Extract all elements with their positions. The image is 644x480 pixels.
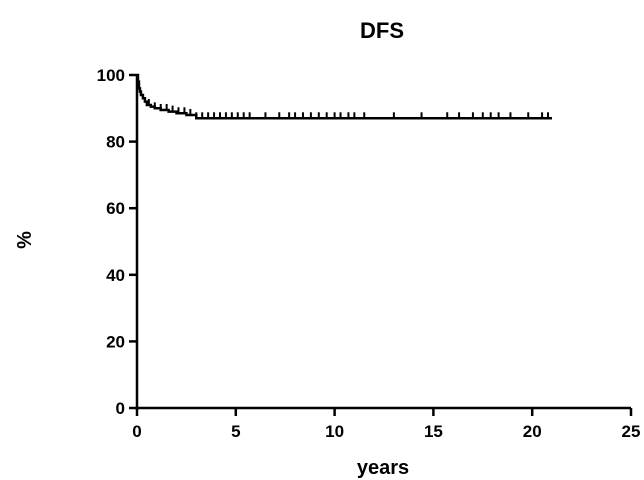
- y-tick-label: 80: [106, 133, 125, 152]
- y-axis-label: %: [14, 231, 36, 249]
- x-tick-label: 15: [424, 422, 443, 441]
- y-tick-label: 20: [106, 332, 125, 351]
- y-tick-label: 100: [97, 66, 125, 85]
- x-axis-label: years: [357, 457, 409, 479]
- x-axis: 0 5 10 15 20 25: [132, 406, 641, 441]
- y-tick-label: 40: [106, 266, 125, 285]
- x-tick-label: 0: [132, 422, 141, 441]
- chart-title: DFS: [360, 18, 404, 43]
- x-tick-label: 25: [622, 422, 641, 441]
- survival-curve-line: [136, 73, 552, 120]
- y-tick-label: 0: [116, 399, 125, 418]
- y-tick-label: 60: [106, 199, 125, 218]
- x-tick-label: 5: [231, 422, 240, 441]
- x-tick-label: 20: [523, 422, 542, 441]
- y-axis: 0 20 40 60 80 100: [97, 66, 139, 418]
- x-tick-label: 10: [325, 422, 344, 441]
- plot-area: [136, 73, 552, 120]
